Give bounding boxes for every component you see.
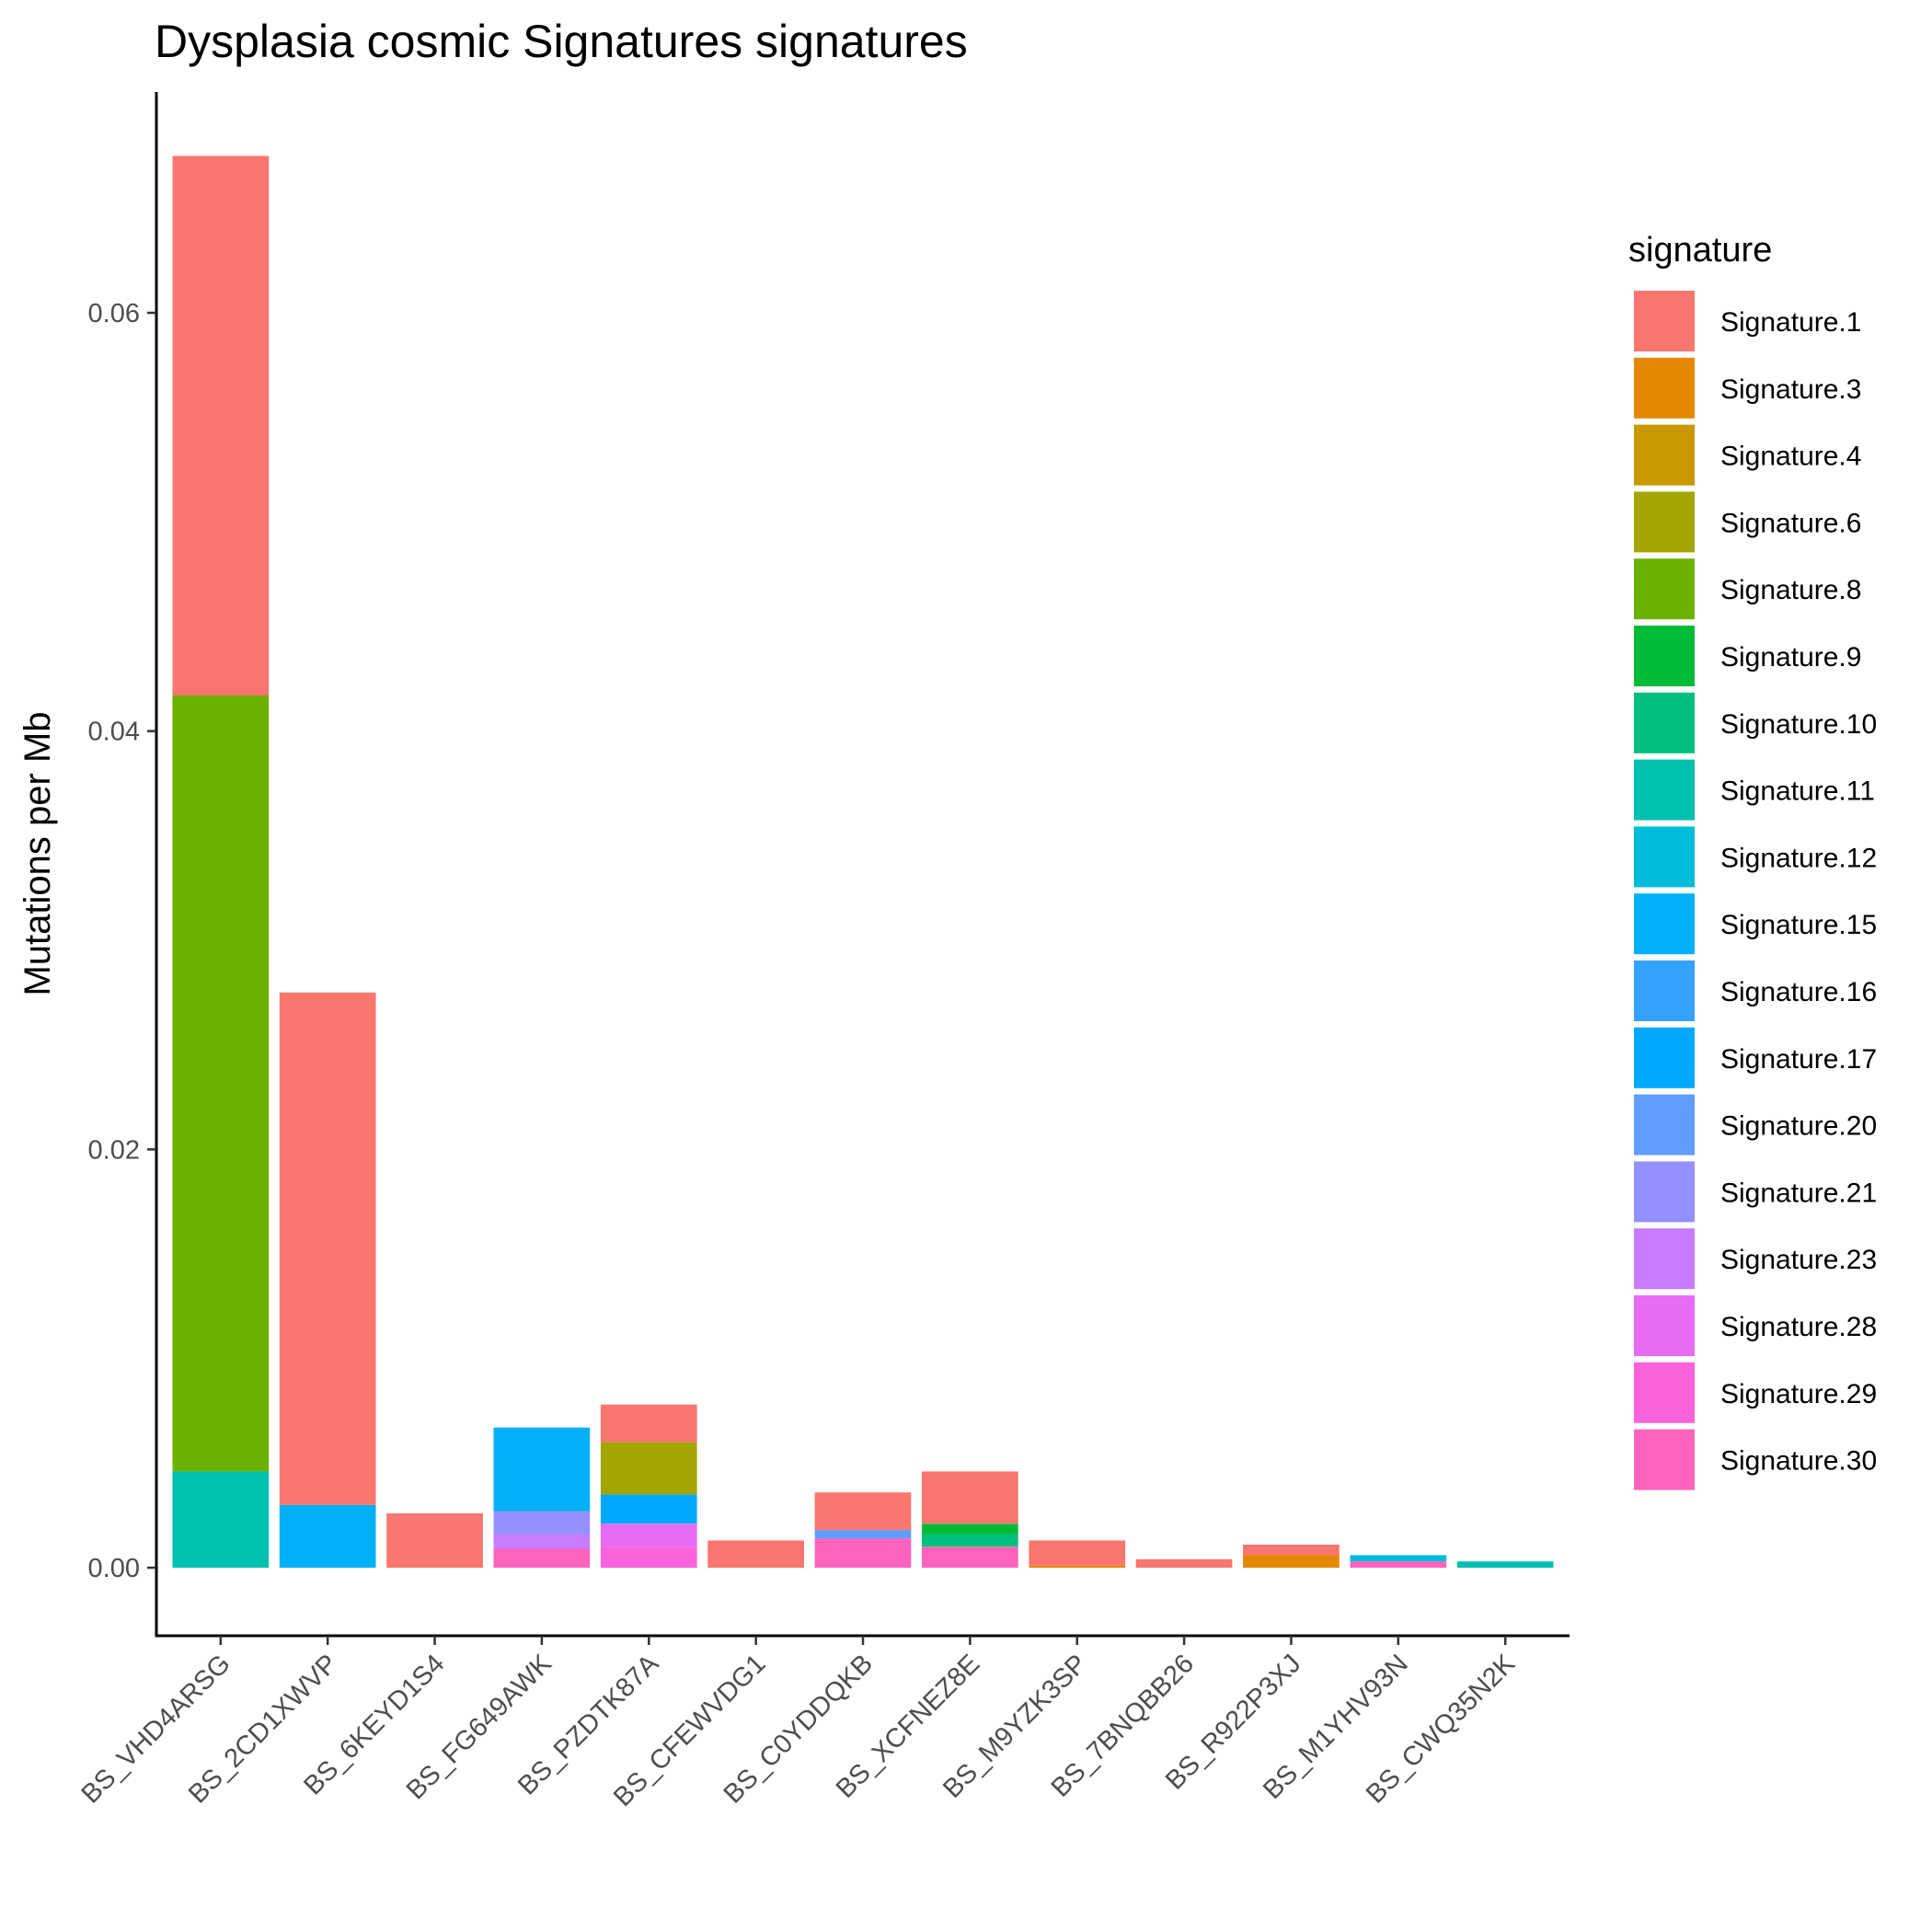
legend-swatch: [1634, 491, 1695, 553]
legend-label: Signature.16: [1720, 977, 1877, 1007]
bar-segment-signature-6-bs_pzdtk87a: [600, 1442, 697, 1495]
legend-label: Signature.3: [1720, 374, 1861, 405]
y-tick-label: 0.06: [88, 299, 140, 328]
legend-label: Signature.8: [1720, 575, 1861, 605]
legend-swatch: [1634, 893, 1695, 955]
legend: Signature.1 Signature.3 Signature.4 Signatu…: [1634, 291, 1877, 1490]
bar-segment-signature-21-bs_fg649awk: [493, 1511, 591, 1535]
legend-label: Signature.28: [1720, 1312, 1877, 1342]
legend-label: Signature.15: [1720, 910, 1877, 940]
legend-swatch: [1634, 424, 1695, 486]
legend-label: Signature.23: [1720, 1245, 1877, 1275]
legend-swatch: [1634, 1228, 1695, 1290]
bar-segment-signature-1-bs_c0yddqkb: [814, 1492, 912, 1531]
bar-segment-signature-1-bs_2cd1xwvp: [279, 992, 376, 1505]
bar-segment-signature-1-bs_6keyd1s4: [386, 1512, 483, 1568]
legend-label: Signature.30: [1720, 1446, 1877, 1477]
legend-swatch: [1634, 960, 1695, 1021]
legend-label: Signature.17: [1720, 1044, 1877, 1075]
bar-segment-signature-30-bs_m1yhv93n: [1350, 1561, 1447, 1568]
bar-segment-signature-23-bs_fg649awk: [493, 1534, 591, 1549]
legend-swatch: [1634, 692, 1695, 753]
legend-swatch: [1634, 1295, 1695, 1356]
legend-label: Signature.29: [1720, 1379, 1877, 1409]
legend-label: Signature.21: [1720, 1178, 1877, 1208]
y-tick-label: 0.04: [88, 718, 140, 747]
y-axis-label: Mutations per Mb: [17, 711, 58, 995]
bar-segment-signature-1-bs_vhd4arsg: [172, 155, 270, 696]
bar-segment-signature-20-bs_c0yddqkb: [814, 1530, 912, 1539]
bar-segment-signature-30-bs_c0yddqkb: [814, 1538, 912, 1568]
legend-swatch: [1634, 291, 1695, 351]
legend-label: Signature.9: [1720, 642, 1861, 673]
legend-label: Signature.4: [1720, 442, 1861, 472]
bar-segment-signature-3-bs_r922p3xj: [1243, 1555, 1340, 1568]
legend-label: Signature.11: [1720, 776, 1875, 807]
legend-swatch: [1634, 826, 1695, 888]
legend-swatch: [1634, 357, 1695, 419]
bar-segment-signature-1-bs_m9yzk3sp: [1029, 1540, 1126, 1566]
bar-segment-signature-3-bs_m9yzk3sp: [1029, 1565, 1126, 1568]
legend-swatch: [1634, 1161, 1695, 1223]
chart-title: Dysplasia cosmic Signatures signatures: [155, 16, 968, 67]
legend-swatch: [1634, 759, 1695, 821]
legend-swatch: [1634, 626, 1695, 686]
bar-segment-signature-1-bs_cfewvdg1: [707, 1540, 804, 1568]
bar-segment-signature-28-bs_pzdtk87a: [600, 1524, 697, 1547]
bar-segment-signature-11-bs_cwq35n2k: [1456, 1561, 1554, 1568]
y-tick-label: 0.00: [88, 1554, 140, 1583]
y-tick-label: 0.02: [88, 1135, 140, 1165]
bar-segment-signature-11-bs_vhd4arsg: [172, 1471, 270, 1568]
legend-swatch: [1634, 1362, 1695, 1423]
bar-segment-signature-1-bs_xcfnez8e: [922, 1471, 1018, 1524]
bar-segment-signature-12-bs_m1yhv93n: [1350, 1555, 1447, 1562]
bar-segment-signature-1-bs_7bnqbb26: [1135, 1558, 1233, 1568]
bar-segment-signature-10-bs_xcfnez8e: [922, 1534, 1018, 1547]
bar-segment-signature-1-bs_pzdtk87a: [600, 1404, 697, 1443]
legend-label: Signature.20: [1720, 1111, 1877, 1142]
legend-label: Signature.6: [1720, 508, 1861, 538]
legend-label: Signature.12: [1720, 843, 1877, 873]
legend-title: signature: [1628, 231, 1772, 270]
bar-segment-signature-9-bs_xcfnez8e: [922, 1524, 1018, 1535]
legend-swatch: [1634, 1027, 1695, 1088]
plot-area: [172, 155, 1554, 1568]
bar-segment-signature-30-bs_xcfnez8e: [922, 1547, 1018, 1568]
bar-segment-signature-15-bs_2cd1xwvp: [279, 1504, 376, 1568]
legend-swatch: [1634, 558, 1695, 620]
bar-segment-signature-29-bs_pzdtk87a: [600, 1547, 697, 1568]
legend-label: Signature.1: [1720, 307, 1861, 338]
x-axis: BS_VHD4ARSGBS_2CD1XWVPBS_6KEYD1S4BS_FG64…: [76, 1634, 1570, 1812]
legend-label: Signature.10: [1720, 709, 1877, 740]
bar-segment-signature-15-bs_fg649awk: [493, 1427, 591, 1512]
legend-swatch: [1634, 1429, 1695, 1490]
y-axis: 0.00 0.02 0.04 0.06: [88, 92, 158, 1636]
legend-swatch: [1634, 1094, 1695, 1156]
bar-segment-signature-30-bs_fg649awk: [493, 1548, 591, 1568]
bar-segment-signature-8-bs_vhd4arsg: [172, 696, 270, 1472]
bar-segment-signature-17-bs_pzdtk87a: [600, 1494, 697, 1524]
bar-segment-signature-1-bs_r922p3xj: [1243, 1545, 1340, 1556]
